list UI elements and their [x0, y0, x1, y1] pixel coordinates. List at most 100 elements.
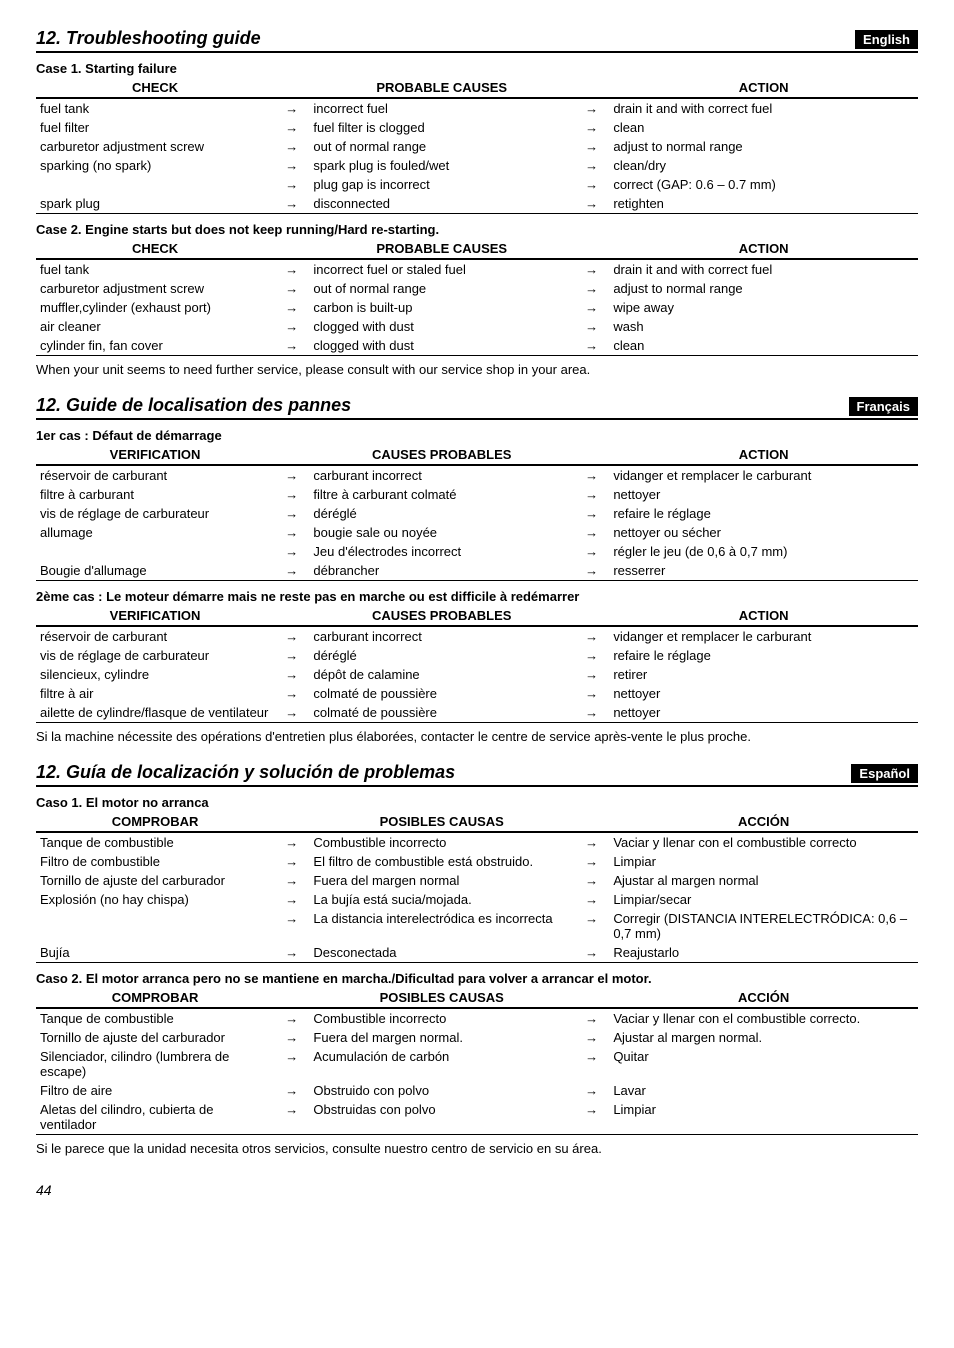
cause-cell: incorrect fuel or staled fuel	[309, 259, 574, 279]
arrow-icon: →	[274, 137, 309, 156]
action-cell: correct (GAP: 0.6 – 0.7 mm)	[609, 175, 918, 194]
page-number: 44	[36, 1182, 918, 1198]
arrow-icon: →	[274, 832, 309, 852]
arrow-icon: →	[274, 542, 309, 561]
arrow-icon: →	[574, 665, 609, 684]
column-header-spacer	[274, 812, 309, 832]
section-title: 12. Guide de localisation des pannes	[36, 395, 351, 416]
arrow-icon: →	[274, 156, 309, 175]
arrow-icon: →	[274, 98, 309, 118]
action-cell: Lavar	[609, 1081, 918, 1100]
check-cell: Filtro de aire	[36, 1081, 274, 1100]
table-row: silencieux, cylindre→dépôt de calamine→r…	[36, 665, 918, 684]
column-header-action: ACTION	[609, 606, 918, 626]
case-title: 1er cas : Défaut de démarrage	[36, 428, 918, 443]
arrow-icon: →	[274, 465, 309, 485]
check-cell: air cleaner	[36, 317, 274, 336]
troubleshooting-table: VERIFICATIONCAUSES PROBABLESACTIONréserv…	[36, 606, 918, 723]
arrow-icon: →	[574, 175, 609, 194]
action-cell: refaire le réglage	[609, 504, 918, 523]
arrow-icon: →	[274, 646, 309, 665]
column-header-check: CHECK	[36, 239, 274, 259]
action-cell: nettoyer ou sécher	[609, 523, 918, 542]
arrow-icon: →	[274, 909, 309, 943]
cause-cell: carbon is built-up	[309, 298, 574, 317]
arrow-icon: →	[574, 832, 609, 852]
check-cell	[36, 909, 274, 943]
action-cell: Ajustar al margen normal	[609, 871, 918, 890]
language-badge: Français	[849, 397, 918, 416]
cause-cell: bougie sale ou noyée	[309, 523, 574, 542]
action-cell: nettoyer	[609, 485, 918, 504]
arrow-icon: →	[274, 523, 309, 542]
check-cell: fuel tank	[36, 98, 274, 118]
table-row: Bujía→Desconectada→Reajustarlo	[36, 943, 918, 963]
check-cell: filtre à air	[36, 684, 274, 703]
column-header-check: VERIFICATION	[36, 445, 274, 465]
check-cell: vis de réglage de carburateur	[36, 646, 274, 665]
arrow-icon: →	[274, 298, 309, 317]
cause-cell: out of normal range	[309, 137, 574, 156]
arrow-icon: →	[274, 684, 309, 703]
cause-cell: débrancher	[309, 561, 574, 581]
arrow-icon: →	[274, 703, 309, 723]
action-cell: drain it and with correct fuel	[609, 98, 918, 118]
table-row: Tornillo de ajuste del carburador→Fuera …	[36, 871, 918, 890]
cause-cell: spark plug is fouled/wet	[309, 156, 574, 175]
check-cell: muffler,cylinder (exhaust port)	[36, 298, 274, 317]
arrow-icon: →	[574, 542, 609, 561]
column-header-action: ACCIÓN	[609, 988, 918, 1008]
cause-cell: La distancia interelectródica es incorre…	[309, 909, 574, 943]
table-row: carburetor adjustment screw→out of norma…	[36, 137, 918, 156]
arrow-icon: →	[274, 665, 309, 684]
arrow-icon: →	[274, 279, 309, 298]
language-badge: Español	[851, 764, 918, 783]
cause-cell: El filtro de combustible está obstruido.	[309, 852, 574, 871]
action-cell: Limpiar	[609, 852, 918, 871]
column-header-action: ACTION	[609, 445, 918, 465]
cause-cell: dépôt de calamine	[309, 665, 574, 684]
check-cell: Aletas del cilindro, cubierta de ventila…	[36, 1100, 274, 1135]
cause-cell: Fuera del margen normal	[309, 871, 574, 890]
arrow-icon: →	[574, 137, 609, 156]
column-header-spacer	[574, 988, 609, 1008]
arrow-icon: →	[274, 485, 309, 504]
arrow-icon: →	[274, 852, 309, 871]
column-header-action: ACTION	[609, 239, 918, 259]
arrow-icon: →	[574, 523, 609, 542]
cause-cell: colmaté de poussière	[309, 684, 574, 703]
arrow-icon: →	[574, 703, 609, 723]
arrow-icon: →	[574, 943, 609, 963]
column-header-spacer	[274, 78, 309, 98]
table-row: ailette de cylindre/flasque de ventilate…	[36, 703, 918, 723]
check-cell: fuel tank	[36, 259, 274, 279]
table-row: sparking (no spark)→spark plug is fouled…	[36, 156, 918, 175]
cause-cell: carburant incorrect	[309, 626, 574, 646]
arrow-icon: →	[274, 504, 309, 523]
check-cell: ailette de cylindre/flasque de ventilate…	[36, 703, 274, 723]
table-row: réservoir de carburant→carburant incorre…	[36, 465, 918, 485]
troubleshooting-table: VERIFICATIONCAUSES PROBABLESACTIONréserv…	[36, 445, 918, 581]
column-header-spacer	[574, 78, 609, 98]
arrow-icon: →	[274, 1047, 309, 1081]
arrow-icon: →	[274, 561, 309, 581]
cause-cell: Desconectada	[309, 943, 574, 963]
action-cell: Limpiar/secar	[609, 890, 918, 909]
arrow-icon: →	[574, 259, 609, 279]
action-cell: Vaciar y llenar con el combustible corre…	[609, 832, 918, 852]
arrow-icon: →	[574, 626, 609, 646]
column-header-causes: POSIBLES CAUSAS	[309, 988, 574, 1008]
cause-cell: déréglé	[309, 504, 574, 523]
arrow-icon: →	[574, 909, 609, 943]
check-cell: cylinder fin, fan cover	[36, 336, 274, 356]
column-header-causes: PROBABLE CAUSES	[309, 78, 574, 98]
column-header-check: COMPROBAR	[36, 812, 274, 832]
column-header-spacer	[274, 445, 309, 465]
table-row: Bougie d'allumage→débrancher→resserrer	[36, 561, 918, 581]
arrow-icon: →	[574, 1047, 609, 1081]
action-cell: drain it and with correct fuel	[609, 259, 918, 279]
section-header: 12. Guide de localisation des pannes Fran…	[36, 395, 918, 420]
arrow-icon: →	[574, 684, 609, 703]
arrow-icon: →	[574, 98, 609, 118]
table-row: Tanque de combustible→Combustible incorr…	[36, 832, 918, 852]
